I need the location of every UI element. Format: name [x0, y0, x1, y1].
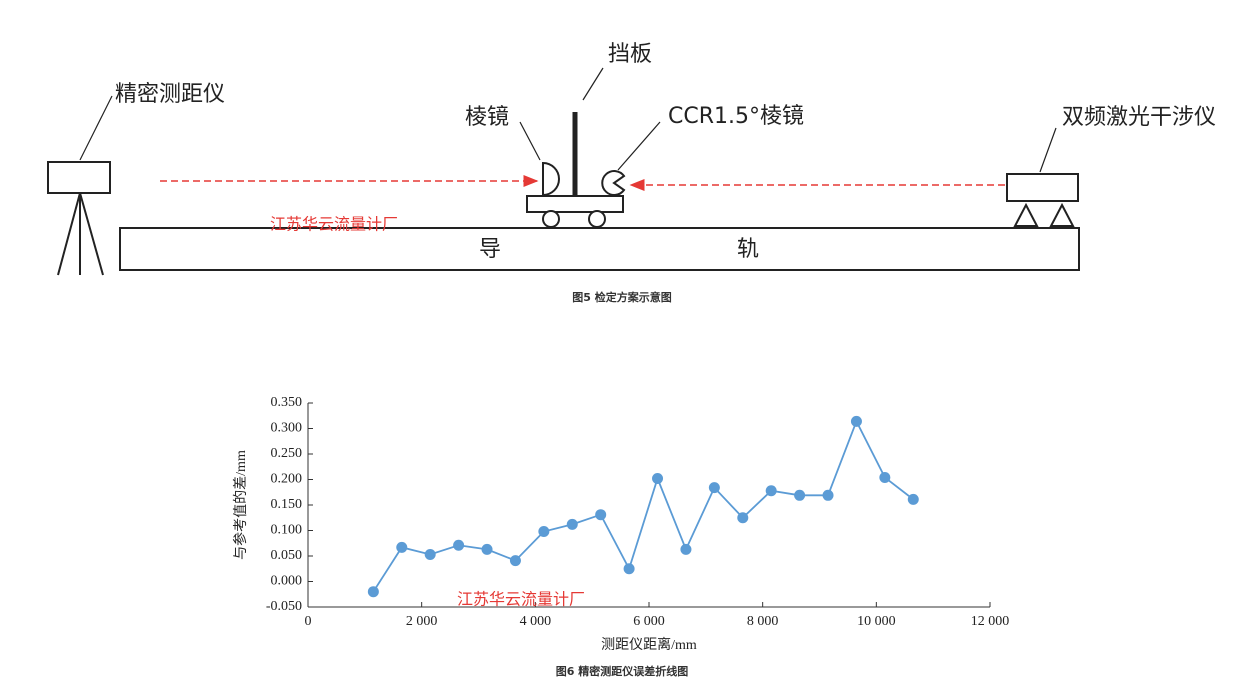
- point: [424, 548, 436, 560]
- point: [737, 512, 749, 524]
- point: [907, 493, 919, 505]
- label: 轨: [737, 237, 759, 262]
- point: [708, 482, 720, 494]
- x-axis-label: 测距仪距离/mm: [601, 636, 697, 653]
- point: [367, 586, 379, 598]
- x-tick-label: 4 000: [520, 614, 552, 629]
- tripod-leg: [79, 192, 104, 276]
- point: [595, 509, 607, 521]
- cart: [526, 195, 624, 213]
- x-tick-label: 8 000: [747, 614, 779, 629]
- leader-line: [79, 95, 113, 161]
- point: [509, 555, 521, 567]
- label: 挡板: [608, 42, 652, 67]
- x-tick-label: 12 000: [971, 614, 1010, 629]
- chart-title: 图6 精密测距仪误差折线图: [556, 664, 688, 678]
- support: [1013, 202, 1075, 227]
- x-tick-label: 10 000: [857, 614, 896, 629]
- y-tick-label: 0.200: [271, 472, 303, 487]
- y-axis-label: 与参考值的差/mm: [232, 450, 249, 560]
- diagram: [47, 67, 1080, 276]
- wheel: [542, 210, 560, 228]
- label: 双频激光干涉仪: [1062, 105, 1216, 130]
- ccr-prism: [601, 170, 626, 196]
- point: [850, 415, 862, 427]
- y-tick-label: -0.050: [266, 599, 302, 614]
- leader-line: [519, 121, 541, 161]
- watermark: 江苏华云流量计厂: [457, 590, 585, 609]
- point: [879, 471, 891, 483]
- label: 精密测距仪: [115, 82, 225, 107]
- tripod-leg: [57, 192, 81, 276]
- label: 导: [479, 237, 501, 262]
- leader-line: [582, 67, 604, 101]
- leader-line: [617, 121, 661, 171]
- chart: -0.050 0.000 0.050 0.100 0.150 0.200 0.250 0.30…: [232, 395, 1009, 678]
- y-tick-label: 0.100: [271, 523, 303, 538]
- watermark: 江苏华云流量计厂: [270, 215, 398, 234]
- y-tick-label: 0.350: [271, 395, 303, 410]
- x-tick-label: 0: [305, 614, 312, 629]
- line: [372, 419, 914, 593]
- point: [623, 563, 635, 575]
- point: [538, 526, 550, 538]
- leader-line: [1039, 127, 1057, 173]
- y-tick-label: 0.250: [271, 446, 303, 461]
- point: [680, 543, 692, 555]
- label: 棱镜: [465, 105, 509, 130]
- interferometer-box: [1006, 173, 1079, 202]
- label: CCR1.5°棱镜: [668, 104, 804, 129]
- point: [566, 518, 578, 530]
- y-tick-label: 0.000: [271, 574, 303, 589]
- x-tick-label: 6 000: [633, 614, 665, 629]
- wheel: [588, 210, 606, 228]
- y-tick-label: 0.150: [271, 497, 303, 512]
- point: [453, 539, 465, 551]
- caption: 图5 检定方案示意图: [572, 290, 671, 304]
- point: [396, 541, 408, 553]
- rail: [119, 227, 1080, 271]
- prism: [542, 161, 560, 197]
- rangefinder-box: [47, 161, 111, 194]
- x-tick-label: 2 000: [406, 614, 438, 629]
- y-tick-label: 0.300: [271, 421, 303, 436]
- y-tick-label: 0.050: [271, 548, 303, 563]
- point: [822, 489, 834, 501]
- point: [794, 489, 806, 501]
- point: [652, 472, 664, 484]
- point: [765, 485, 777, 497]
- point: [481, 543, 493, 555]
